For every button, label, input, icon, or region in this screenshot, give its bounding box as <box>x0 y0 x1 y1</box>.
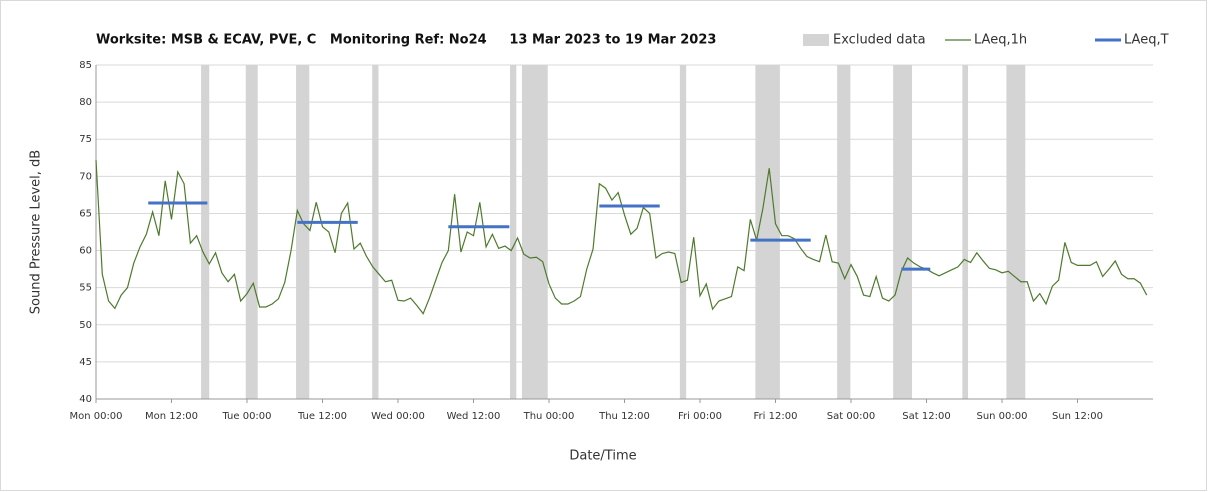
excluded-band <box>679 65 687 399</box>
x-tick-label: Sun 12:00 <box>1052 411 1103 422</box>
y-axis-title: Sound Pressure Level, dB <box>29 150 44 314</box>
excluded-band <box>296 65 310 399</box>
excluded-band <box>245 65 258 399</box>
legend-label: Excluded data <box>833 33 926 48</box>
excluded-band <box>372 65 379 399</box>
y-tick-label: 50 <box>79 320 92 331</box>
legend-swatch <box>803 34 829 46</box>
y-tick-label: 55 <box>79 283 92 294</box>
y-tick-label: 60 <box>79 246 92 257</box>
excluded-band <box>509 65 517 399</box>
excluded-band <box>962 65 969 399</box>
legend-label: LAeq,1h <box>974 33 1027 48</box>
x-tick-label: Tue 00:00 <box>221 411 271 422</box>
y-tick-label: 65 <box>79 208 92 219</box>
excluded-band <box>521 65 548 399</box>
y-tick-label: 70 <box>79 171 92 182</box>
x-tick-label: Sat 12:00 <box>902 411 950 422</box>
y-tick-label: 45 <box>79 357 92 368</box>
x-tick-label: Sun 00:00 <box>976 411 1027 422</box>
y-tick-label: 40 <box>79 394 92 405</box>
x-tick-label: Thu 12:00 <box>598 411 650 422</box>
x-axis-title: Date/Time <box>569 449 636 464</box>
y-tick-label: 75 <box>79 134 92 145</box>
excluded-band <box>893 65 913 399</box>
chart-title: Worksite: MSB & ECAV, PVE, C Monitoring … <box>96 33 716 48</box>
x-tick-label: Thu 00:00 <box>523 411 575 422</box>
excluded-band <box>1006 65 1026 399</box>
excluded-band <box>201 65 210 399</box>
x-tick-label: Tue 12:00 <box>297 411 347 422</box>
x-tick-label: Wed 00:00 <box>371 411 425 422</box>
x-tick-label: Wed 12:00 <box>447 411 501 422</box>
x-tick-label: Sat 00:00 <box>827 411 875 422</box>
x-tick-label: Fri 00:00 <box>678 411 722 422</box>
y-tick-label: 80 <box>79 97 92 108</box>
excluded-band <box>837 65 851 399</box>
excluded-band <box>755 65 780 399</box>
x-tick-label: Fri 12:00 <box>754 411 798 422</box>
x-tick-label: Mon 12:00 <box>145 411 198 422</box>
legend-label: LAeq,T <box>1124 33 1169 48</box>
x-tick-label: Mon 00:00 <box>69 411 122 422</box>
y-tick-label: 85 <box>79 60 92 71</box>
series-line <box>95 159 1148 315</box>
